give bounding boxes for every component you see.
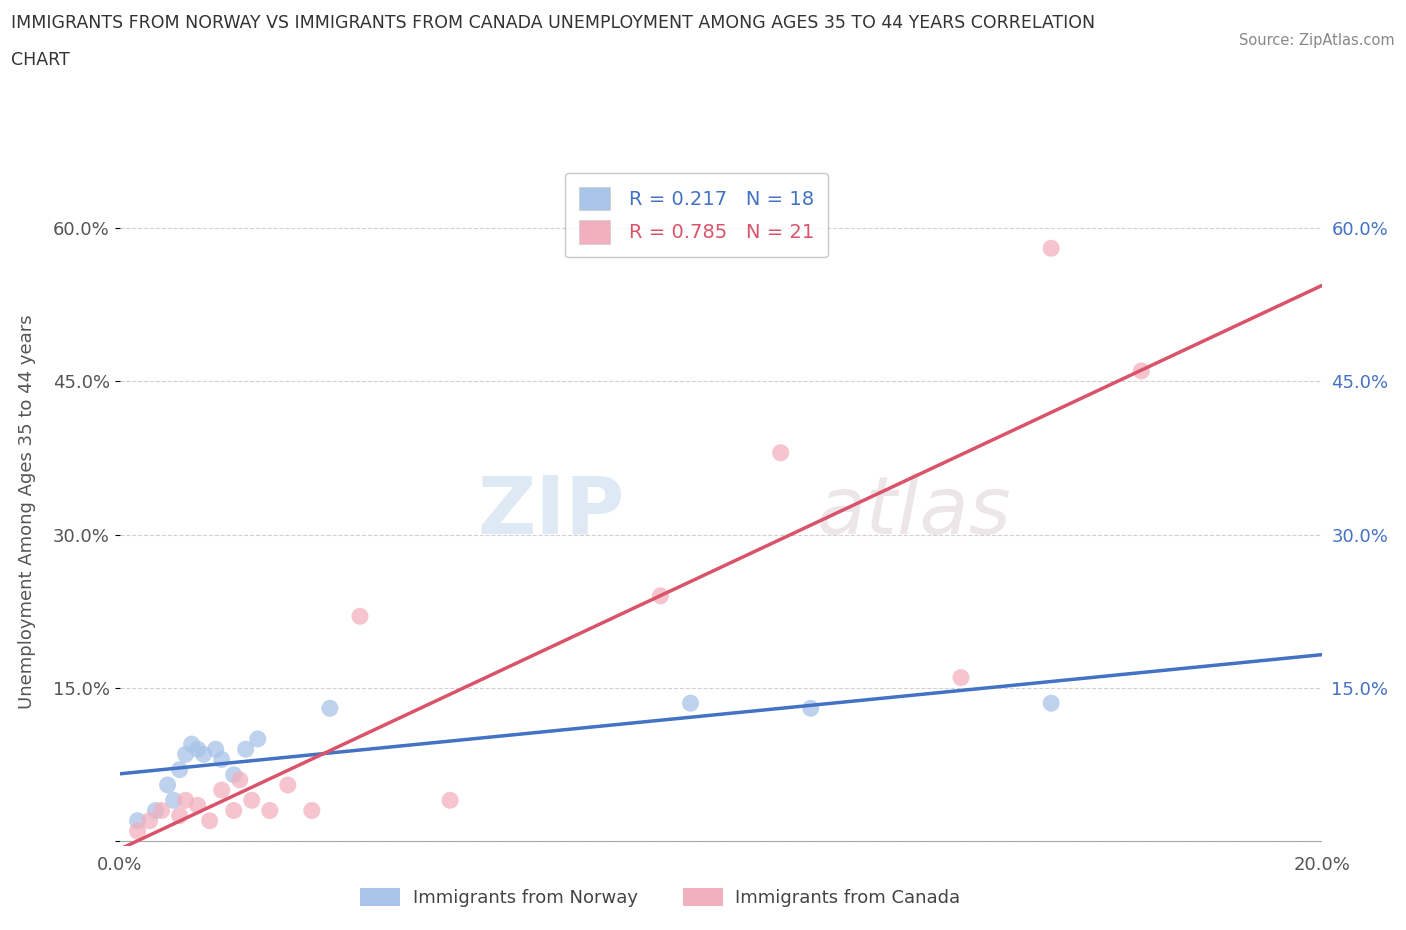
Point (349, 609, 371, 624)
Point (211, 783, 233, 798)
Text: IMMIGRANTS FROM NORWAY VS IMMIGRANTS FROM CANADA UNEMPLOYMENT AMONG AGES 35 TO 4: IMMIGRANTS FROM NORWAY VS IMMIGRANTS FRO… (11, 14, 1095, 32)
Point (439, 793, 461, 808)
Text: CHART: CHART (11, 51, 70, 69)
Point (950, 671, 973, 685)
Point (769, 445, 792, 460)
Point (198, 814, 221, 829)
Point (650, 589, 672, 604)
Point (145, 804, 167, 818)
Point (1040, 241, 1063, 256)
Text: ZIP: ZIP (477, 472, 624, 551)
Point (169, 763, 191, 777)
Point (301, 804, 323, 818)
Point (150, 804, 173, 818)
Point (174, 747, 197, 762)
Point (187, 742, 209, 757)
Point (222, 804, 245, 818)
Point (211, 752, 233, 767)
Point (127, 814, 149, 829)
Point (204, 742, 226, 757)
Text: atlas: atlas (817, 472, 1011, 551)
Point (1130, 364, 1153, 379)
Point (222, 767, 245, 782)
Y-axis label: Unemployment Among Ages 35 to 44 years: Unemployment Among Ages 35 to 44 years (18, 314, 37, 709)
Legend: Immigrants from Norway, Immigrants from Canada: Immigrants from Norway, Immigrants from … (353, 881, 967, 914)
Point (187, 798, 209, 813)
Point (169, 808, 191, 823)
Point (156, 777, 179, 792)
Point (800, 701, 823, 716)
Point (319, 701, 342, 716)
Point (162, 793, 184, 808)
Point (180, 737, 202, 751)
Point (174, 793, 197, 808)
Point (679, 696, 702, 711)
Point (277, 777, 299, 792)
Text: Source: ZipAtlas.com: Source: ZipAtlas.com (1239, 33, 1395, 47)
Point (259, 804, 281, 818)
Point (240, 793, 263, 808)
Point (193, 747, 215, 762)
Point (228, 773, 252, 788)
Point (235, 742, 257, 757)
Point (1040, 696, 1063, 711)
Point (127, 824, 149, 839)
Point (246, 732, 269, 747)
Point (138, 814, 160, 829)
